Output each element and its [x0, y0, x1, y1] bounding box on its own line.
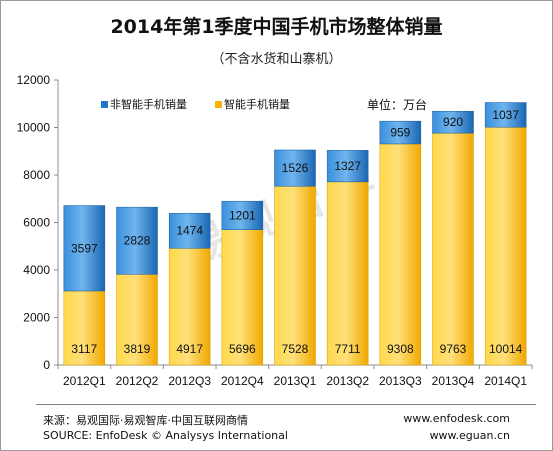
source-en: SOURCE: EnfoDesk © Analysys Internationa…	[43, 429, 288, 442]
bar-smart	[432, 132, 474, 366]
y-tick-label: 6000	[23, 216, 50, 230]
data-label-smart: 7528	[282, 342, 309, 356]
y-tick-label: 2000	[23, 311, 50, 325]
bar-smart	[274, 185, 316, 366]
data-label-non-smart: 1474	[176, 224, 203, 238]
unit-label: 单位：万台	[367, 97, 427, 112]
data-label-non-smart: 1037	[492, 108, 519, 122]
data-label-smart: 9763	[440, 342, 467, 356]
bar-non-smart	[116, 206, 158, 275]
chart-subtitle: （不含水货和山寨机）	[211, 52, 342, 67]
footer-divider	[36, 404, 536, 405]
bar-smart	[484, 126, 527, 366]
data-label-smart: 3819	[124, 342, 151, 356]
data-label-smart: 9308	[387, 342, 414, 356]
data-label-smart: 7711	[335, 342, 361, 356]
bar-smart	[326, 181, 369, 366]
data-label-non-smart: 920	[443, 115, 463, 129]
source-cn: 来源：易观国际·易观智库·中国互联网商情	[43, 414, 248, 427]
x-tick-label: 2013Q4	[432, 374, 475, 388]
url-enfodesk[interactable]: www.enfodesk.com	[403, 412, 510, 425]
bar-smart	[168, 247, 211, 366]
x-tick-label: 2013Q3	[379, 374, 422, 388]
data-label-smart: 3117	[71, 342, 97, 356]
legend-label-non-smart: 非智能手机销量	[110, 97, 187, 111]
y-tick-label: 8000	[23, 168, 50, 182]
data-label-non-smart: 2828	[124, 234, 151, 248]
x-tick-label: 2013Q1	[274, 374, 317, 388]
data-label-non-smart: 959	[390, 126, 410, 140]
bar-non-smart	[432, 111, 474, 134]
bar-non-smart	[326, 150, 369, 183]
y-tick-label: 12000	[17, 73, 51, 87]
url-eguan[interactable]: www.eguan.cn	[429, 429, 510, 442]
bar-smart	[221, 229, 264, 366]
bar-smart	[63, 290, 106, 366]
x-tick-label: 2013Q2	[326, 374, 369, 388]
x-tick-label: 2014Q1	[484, 374, 527, 388]
legend-swatch-smart	[215, 101, 222, 108]
chart-title: 2014年第1季度中国手机市场整体销量	[110, 16, 443, 38]
bar-smart	[116, 274, 158, 366]
bar-smart	[379, 143, 422, 366]
data-label-smart: 10014	[489, 342, 523, 356]
x-tick-label: 2012Q1	[63, 374, 106, 388]
bar-non-smart	[484, 102, 527, 128]
bar-non-smart	[63, 205, 106, 292]
data-label-smart: 5696	[229, 342, 256, 356]
data-label-smart: 4917	[176, 342, 203, 356]
x-tick-label: 2012Q4	[221, 374, 264, 388]
legend-label-smart: 智能手机销量	[224, 97, 290, 111]
legend-swatch-non-smart	[101, 101, 108, 108]
data-label-non-smart: 1526	[282, 161, 309, 175]
y-tick-label: 0	[43, 358, 50, 372]
bar-non-smart	[379, 120, 422, 145]
bar-non-smart	[221, 200, 264, 230]
x-tick-label: 2012Q3	[168, 374, 211, 388]
y-tick-label: 10000	[17, 121, 51, 135]
y-tick-label: 4000	[23, 263, 50, 277]
bar-non-smart	[168, 212, 211, 249]
x-tick-label: 2012Q2	[116, 374, 159, 388]
data-label-non-smart: 3597	[71, 241, 98, 255]
data-label-non-smart: 1327	[334, 159, 361, 173]
bar-non-smart	[274, 149, 316, 187]
data-label-non-smart: 1201	[229, 208, 256, 222]
